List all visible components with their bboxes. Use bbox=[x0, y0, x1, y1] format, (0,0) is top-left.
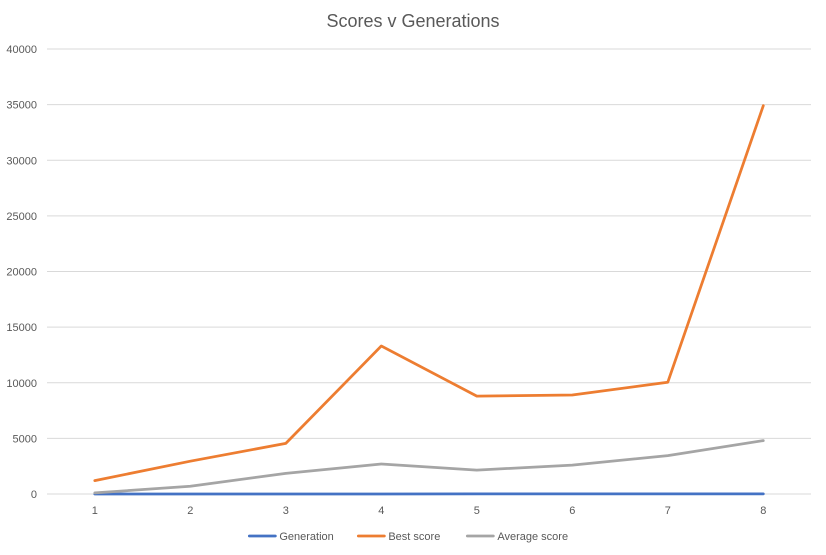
y-tick-label: 25000 bbox=[6, 211, 37, 223]
series-layer bbox=[93, 104, 765, 496]
grid-layer bbox=[47, 48, 811, 495]
y-tick-label: 20000 bbox=[6, 267, 37, 279]
x-tick-label: 3 bbox=[283, 505, 289, 517]
y-tick-label: 35000 bbox=[6, 100, 37, 112]
legend-label: Best score bbox=[388, 531, 440, 543]
series-line-average-score bbox=[93, 439, 765, 495]
legend-label: Generation bbox=[279, 531, 333, 543]
x-tick-label: 8 bbox=[760, 505, 766, 517]
y-tick-label: 40000 bbox=[6, 44, 37, 56]
y-tick-label: 5000 bbox=[13, 433, 37, 445]
chart-title: Scores v Generations bbox=[326, 11, 499, 31]
y-tick-label: 30000 bbox=[6, 155, 37, 167]
x-tick-label: 2 bbox=[187, 505, 193, 517]
x-tick-label: 5 bbox=[474, 505, 480, 517]
legend: Generation Best score Average score bbox=[247, 531, 568, 543]
y-tick-label: 0 bbox=[31, 489, 37, 501]
legend-item: Generation bbox=[247, 531, 334, 543]
x-tick-label: 6 bbox=[569, 505, 575, 517]
x-tick-label: 1 bbox=[92, 505, 98, 517]
x-axis-ticks: 1 2 3 4 5 6 7 8 bbox=[92, 505, 767, 517]
legend-item: Average score bbox=[465, 531, 568, 543]
x-tick-label: 7 bbox=[665, 505, 671, 517]
legend-item: Best score bbox=[356, 531, 440, 543]
y-tick-label: 10000 bbox=[6, 378, 37, 390]
y-axis-ticks: 0 5000 10000 15000 20000 25000 30000 35000 40000 bbox=[6, 44, 37, 501]
series-line-best-score bbox=[93, 104, 765, 482]
legend-label: Average score bbox=[497, 531, 568, 543]
y-tick-label: 15000 bbox=[6, 322, 37, 334]
x-tick-label: 4 bbox=[378, 505, 384, 517]
